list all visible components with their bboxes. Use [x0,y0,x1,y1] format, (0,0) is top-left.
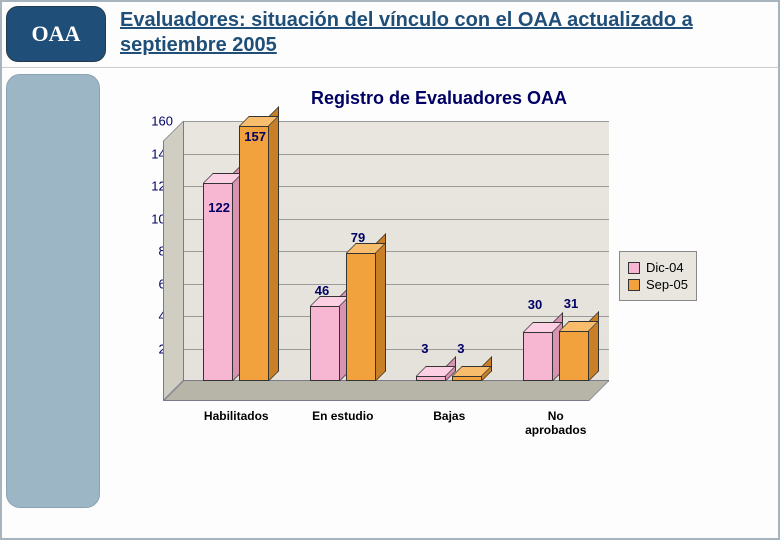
category-group [183,121,290,381]
plot-side-wall [163,121,183,401]
bar-front [559,331,589,381]
plot-area: 122 157 46 79 3 3 30 31 [183,121,609,401]
bar [523,332,553,381]
chart-zone: Registro de Evaluadores OAA 020406080100… [106,68,780,540]
x-axis-label: No aprobados [525,409,586,437]
bar-side [269,106,279,381]
bar-front [239,126,269,381]
legend-label: Dic-04 [646,260,684,275]
y-tick-label: 160 [139,114,173,129]
x-axis-label: Habilitados [204,409,269,423]
legend: Dic-04 Sep-05 [619,251,697,301]
plot-floor [163,381,609,401]
value-label: 79 [351,230,365,245]
legend-row: Dic-04 [628,260,688,275]
bar [416,376,446,381]
legend-swatch [628,279,640,291]
chart-container: Registro de Evaluadores OAA 020406080100… [139,88,739,508]
category-group [290,121,397,381]
chart-title: Registro de Evaluadores OAA [139,88,739,109]
oaa-badge-label: OAA [32,21,81,47]
x-axis: HabilitadosEn estudioBajasNo aprobados [183,403,609,431]
bar-front [523,332,553,381]
bar [559,331,589,381]
bar-front [310,306,340,381]
value-label: 30 [528,297,542,312]
bar [452,376,482,381]
body: Registro de Evaluadores OAA 020406080100… [0,68,780,540]
sidebar-panel [6,74,100,508]
title-area: Evaluadores: situación del vínculo con e… [106,0,780,67]
value-label: 3 [421,341,428,356]
oaa-badge: OAA [6,6,106,62]
bar-side [376,233,386,381]
x-axis-label: Bajas [433,409,465,423]
plot-wrap: 020406080100120140160 1221574679333031 H… [139,121,609,431]
bar [239,126,269,381]
legend-swatch [628,262,640,274]
legend-label: Sep-05 [646,277,688,292]
category-group [396,121,503,381]
value-label: 46 [315,283,329,298]
value-label: 31 [564,296,578,311]
bar-front [452,376,482,381]
legend-row: Sep-05 [628,277,688,292]
header: OAA Evaluadores: situación del vínculo c… [0,0,780,68]
value-label: 3 [457,341,464,356]
bar-front [346,253,376,381]
plot-and-legend: 020406080100120140160 1221574679333031 H… [139,121,739,431]
bar [346,253,376,381]
value-label: 157 [244,129,266,144]
bar [310,306,340,381]
value-label: 122 [208,200,230,215]
category-group [503,121,610,381]
page-title: Evaluadores: situación del vínculo con e… [120,8,770,58]
sidebar [0,68,106,540]
bar-front [416,376,446,381]
x-axis-label: En estudio [312,409,373,423]
